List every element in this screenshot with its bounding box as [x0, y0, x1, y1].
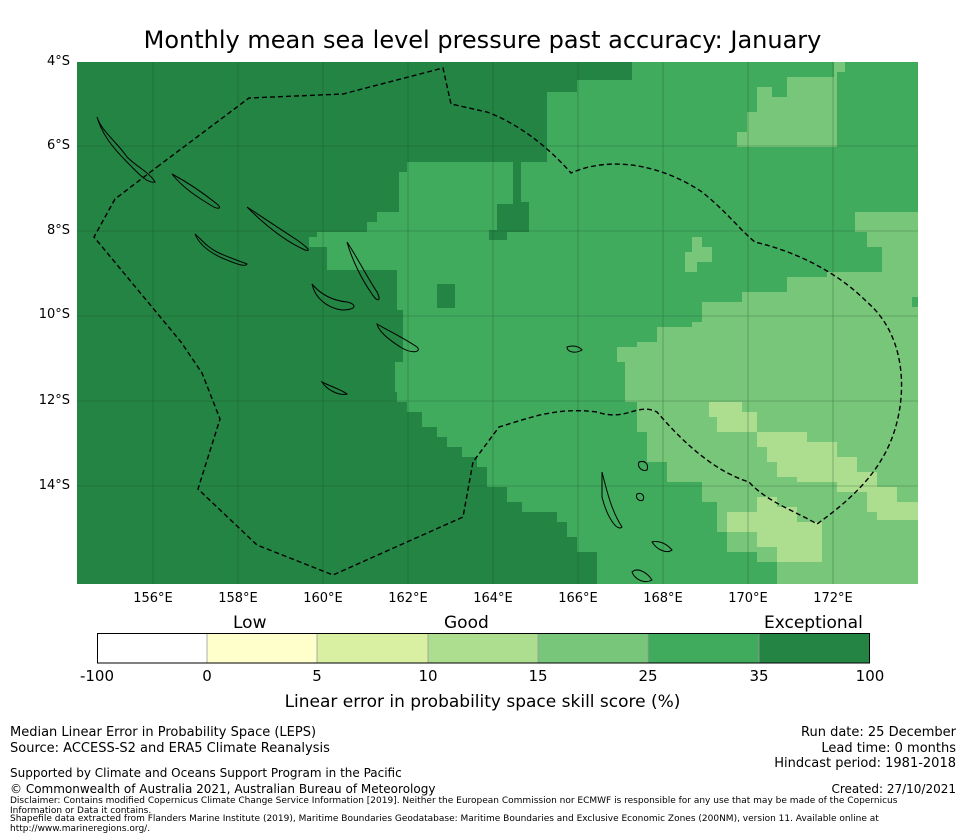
run-date: Run date: 25 December — [801, 725, 956, 740]
colorbar-segment — [538, 633, 648, 663]
category-exceptional: Exceptional — [764, 613, 863, 633]
lon-label-160e: 160°E — [303, 591, 343, 606]
island-outlines — [96, 116, 673, 583]
lat-label-4s: 4°S — [46, 54, 70, 69]
tick-label: 25 — [638, 667, 658, 685]
footer-leps: Median Linear Error in Probability Space… — [10, 725, 317, 740]
lon-label-172e: 172°E — [813, 591, 853, 606]
category-good: Good — [444, 613, 489, 633]
category-low: Low — [233, 613, 267, 633]
skill-map — [77, 62, 918, 584]
hindcast-period: Hindcast period: 1981-2018 — [774, 756, 956, 771]
map-region-15-25 — [737, 62, 845, 147]
colorbar-label: Linear error in probability space skill … — [284, 692, 681, 712]
footer-source: Source: ACCESS-S2 and ERA5 Climate Reana… — [10, 741, 330, 756]
colorbar-segment — [759, 633, 870, 663]
map-region-15-25 — [685, 237, 712, 272]
lat-label-10s: 10°S — [38, 307, 70, 322]
lon-label-170e: 170°E — [728, 591, 768, 606]
map-gridlines — [77, 62, 918, 584]
lat-label-12s: 12°S — [38, 393, 70, 408]
colorbar-segment — [648, 633, 759, 663]
created-date: Created: 27/10/2021 — [831, 782, 956, 796]
footer-copyright: © Commonwealth of Australia 2021, Austra… — [10, 782, 436, 796]
eez-boundary — [93, 67, 903, 576]
tick-label: 15 — [528, 667, 548, 685]
colorbar-segment — [97, 633, 207, 663]
colorbar-segment — [317, 633, 428, 663]
colorbar-segment — [207, 633, 317, 663]
lon-label-166e: 166°E — [558, 591, 598, 606]
tick-label: 10 — [418, 667, 438, 685]
lon-label-156e: 156°E — [133, 591, 173, 606]
lat-label-14s: 14°S — [38, 478, 70, 493]
tick-label: 100 — [855, 667, 885, 685]
colorbar — [97, 633, 870, 664]
lon-label-158e: 158°E — [218, 591, 258, 606]
lat-label-6s: 6°S — [46, 138, 70, 153]
disclaimer: Disclaimer: Contains modified Copernicus… — [10, 796, 898, 816]
tick-label: -100 — [79, 667, 115, 685]
tick-label: 0 — [202, 667, 212, 685]
lat-label-8s: 8°S — [46, 223, 70, 238]
map-title: Monthly mean sea level pressure past acc… — [143, 26, 822, 54]
map-region-exceptional-patch — [437, 162, 529, 308]
shapefile-credit: Shapefile data extracted from Flanders M… — [10, 814, 879, 834]
lon-label-168e: 168°E — [643, 591, 683, 606]
colorbar-segment — [428, 633, 538, 663]
lead-time: Lead time: 0 months — [821, 741, 956, 756]
lon-label-164e: 164°E — [473, 591, 513, 606]
tick-label: 35 — [749, 667, 769, 685]
tick-label: 5 — [312, 667, 322, 685]
footer-support: Supported by Climate and Oceans Support … — [10, 766, 402, 780]
map-region-10-15 — [709, 402, 918, 562]
lon-label-162e: 162°E — [388, 591, 428, 606]
